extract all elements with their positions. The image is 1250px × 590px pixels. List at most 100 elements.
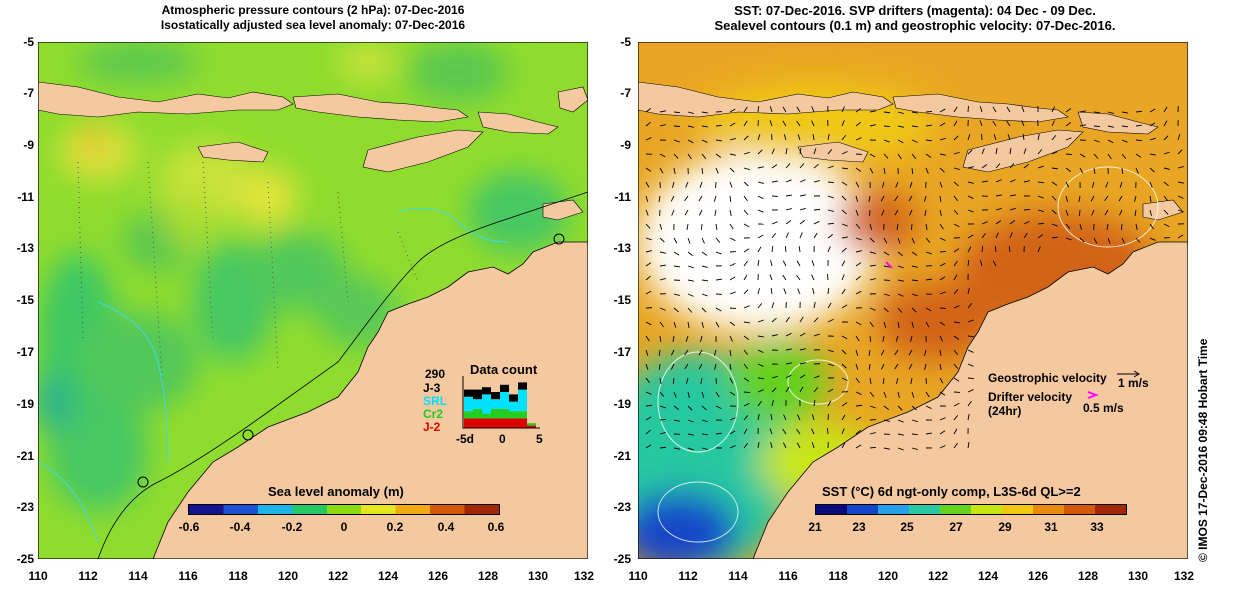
- velocity-arrow: [868, 195, 871, 202]
- velocity-arrow: [799, 207, 806, 211]
- velocity-arrow: [686, 223, 689, 230]
- velocity-arrow: [994, 245, 997, 253]
- velocity-arrow: [827, 134, 830, 141]
- velocity-arrow: [855, 363, 859, 370]
- velocity-arrow: [967, 195, 974, 199]
- velocity-arrow: [953, 106, 958, 113]
- velocity-arrow: [743, 442, 749, 449]
- velocity-arrow: [1104, 209, 1109, 216]
- velocity-arrow: [1091, 209, 1095, 216]
- velocity-arrow: [757, 134, 761, 141]
- velocity-arrow: [782, 260, 787, 267]
- velocity-arrow: [797, 288, 801, 295]
- velocity-arrow: [939, 349, 942, 356]
- velocity-arrow: [841, 274, 845, 281]
- right-x-tick: 132: [1173, 569, 1195, 583]
- velocity-arrow: [714, 349, 717, 356]
- velocity-arrow: [1177, 149, 1183, 155]
- velocity-arrow: [1008, 245, 1011, 253]
- velocity-arrow: [869, 209, 871, 217]
- velocity-arrow: [1079, 110, 1086, 113]
- velocity-arrow: [1107, 237, 1111, 244]
- velocity-arrow: [995, 208, 1002, 211]
- velocity-arrow: [659, 405, 666, 409]
- velocity-arrow: [1065, 195, 1068, 202]
- geostrophic-arrow-icon: [1117, 370, 1140, 378]
- right-x-tick: 112: [678, 569, 698, 583]
- velocity-arrow: [1037, 234, 1044, 239]
- velocity-arrow: [798, 245, 801, 253]
- velocity-arrow: [685, 335, 689, 342]
- velocity-arrow: [897, 279, 904, 282]
- left-colorbar-tick: -0.4: [229, 520, 251, 534]
- velocity-arrow: [687, 405, 693, 411]
- velocity-arrow: [729, 445, 736, 449]
- velocity-arrow: [1163, 209, 1169, 215]
- velocity-arrow: [757, 181, 764, 184]
- velocity-arrow: [1135, 223, 1138, 230]
- velocity-arrow: [687, 251, 693, 257]
- velocity-arrow: [659, 264, 666, 267]
- velocity-arrow: [645, 167, 652, 172]
- right-x-tick: 114: [728, 569, 748, 583]
- velocity-arrow: [771, 180, 779, 183]
- velocity-arrow: [785, 194, 792, 197]
- velocity-arrow: [687, 111, 694, 114]
- velocity-arrow: [700, 377, 703, 384]
- velocity-arrow: [799, 316, 804, 323]
- velocity-arrow: [1037, 165, 1044, 169]
- velocity-arrow: [897, 153, 902, 160]
- velocity-arrow: [729, 291, 736, 295]
- velocity-arrow: [1107, 111, 1114, 114]
- right-y-tick: -23: [613, 500, 631, 514]
- velocity-arrow: [684, 195, 689, 202]
- velocity-arrow: [911, 125, 919, 128]
- velocity-arrow: [659, 432, 666, 435]
- velocity-arrow: [895, 335, 899, 342]
- velocity-arrow: [995, 179, 1002, 183]
- velocity-arrow: [670, 195, 675, 202]
- velocity-arrow: [785, 316, 790, 323]
- velocity-arrow: [883, 405, 890, 411]
- velocity-arrow: [658, 363, 661, 371]
- velocity-arrow: [1037, 246, 1041, 253]
- velocity-arrow: [1065, 209, 1069, 216]
- velocity-arrow: [813, 375, 820, 379]
- velocity-arrow: [799, 374, 806, 379]
- count-x-tick: 5: [536, 432, 543, 446]
- velocity-arrow: [1121, 167, 1124, 175]
- count-bar-j2: [500, 418, 509, 428]
- velocity-arrow: [939, 321, 946, 326]
- velocity-arrow: [743, 120, 748, 127]
- velocity-arrow: [687, 125, 694, 128]
- velocity-arrow: [645, 335, 650, 342]
- velocity-arrow: [783, 414, 787, 421]
- velocity-arrow: [1051, 120, 1055, 127]
- velocity-arrow: [659, 110, 666, 113]
- velocity-arrow: [827, 234, 834, 239]
- left-x-tick: 120: [277, 569, 299, 583]
- velocity-arrow: [673, 251, 680, 256]
- velocity-arrow: [855, 416, 862, 421]
- velocity-arrow: [757, 234, 764, 239]
- velocity-arrow: [855, 275, 861, 281]
- right-y-tick: -11: [614, 190, 631, 204]
- velocity-arrow: [883, 111, 891, 114]
- velocity-arrow: [645, 290, 652, 295]
- velocity-arrow: [1121, 237, 1125, 244]
- data-count-total: 290: [425, 367, 446, 381]
- velocity-arrow: [883, 265, 890, 268]
- velocity-arrow: [897, 111, 904, 114]
- velocity-arrow: [995, 194, 1002, 197]
- velocity-arrow: [799, 386, 804, 393]
- velocity-arrow: [743, 305, 750, 309]
- velocity-arrow: [967, 377, 975, 380]
- velocity-arrow: [911, 265, 918, 268]
- velocity-arrow: [785, 374, 792, 379]
- velocity-arrow: [841, 442, 846, 449]
- velocity-arrow: [659, 278, 666, 281]
- count-bar-srl: [500, 392, 509, 409]
- velocity-arrow: [953, 260, 958, 267]
- velocity-arrow: [1163, 181, 1169, 187]
- velocity-arrow: [743, 289, 749, 295]
